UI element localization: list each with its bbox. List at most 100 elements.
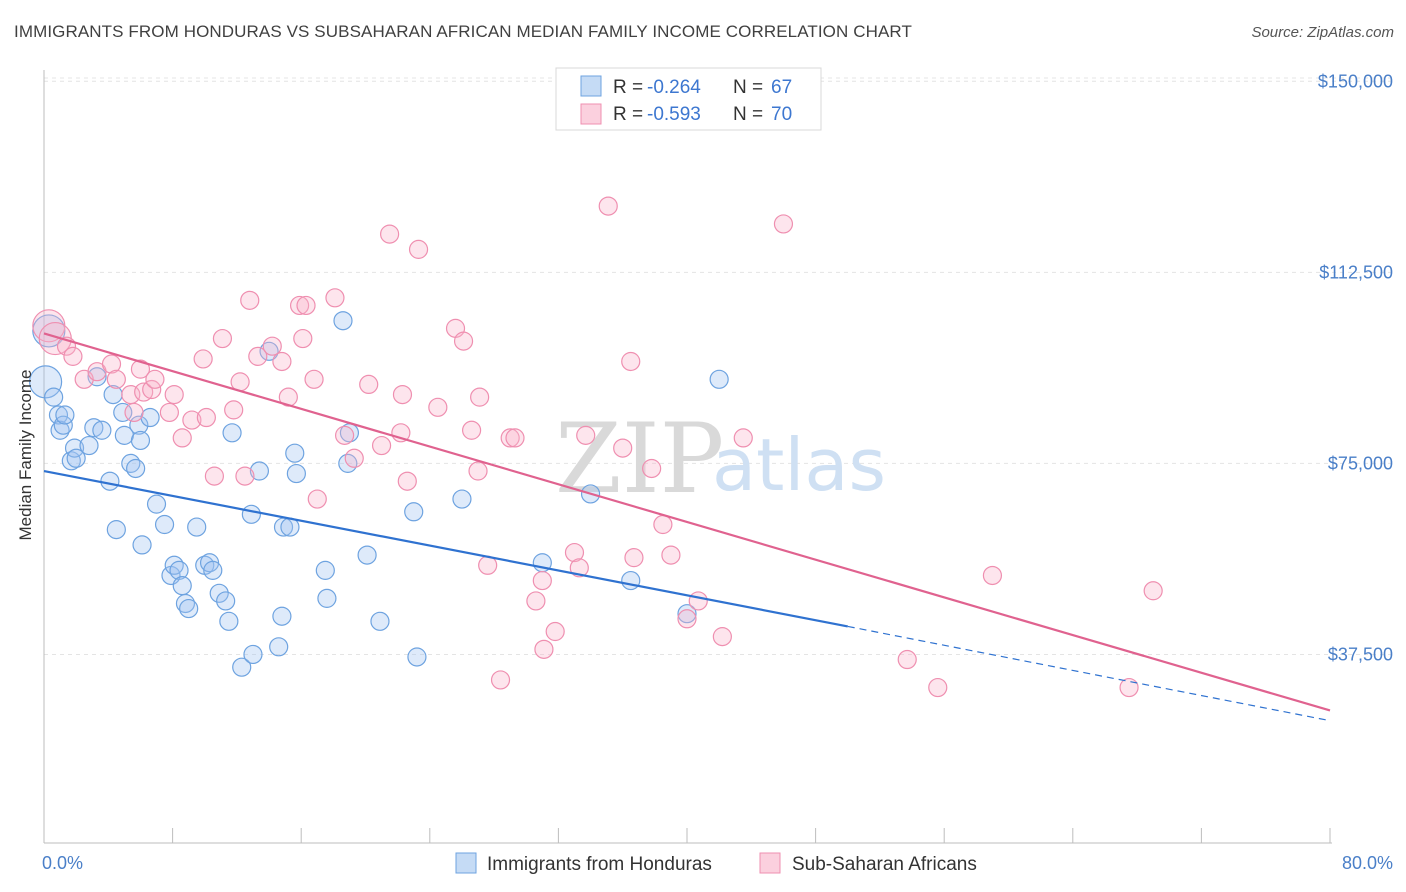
subsaharan-point-26	[248, 346, 268, 366]
honduras-point-4	[50, 420, 70, 440]
trend-honduras	[43, 469, 848, 628]
subsaharan-point-20	[204, 466, 224, 486]
legend-n-label-honduras: N =	[733, 77, 763, 98]
source-label: Source: ZipAtlas.com	[1251, 24, 1394, 41]
honduras-point-36	[203, 560, 223, 580]
legend-n-label-subsaharan: N =	[733, 104, 763, 125]
honduras-point-14	[100, 471, 120, 491]
subsaharan-point-67	[653, 514, 673, 535]
subsaharan-point-42	[392, 385, 413, 405]
trend-honduras-extension	[847, 625, 1331, 722]
y-tick-labels: $37,500 $75,000 $112,500 $150,000	[1318, 71, 1393, 664]
x-tick-label-max: 80.0%	[1342, 853, 1393, 873]
subsaharan-point-77	[1119, 677, 1139, 698]
honduras-point-33	[187, 517, 207, 537]
honduras-point-66	[709, 369, 729, 389]
subsaharan-point-38	[359, 374, 379, 395]
trend-lines	[43, 332, 1331, 722]
subsaharan-point-70	[688, 591, 708, 611]
subsaharan-point-47	[453, 331, 474, 351]
honduras-point-53	[317, 588, 337, 608]
honduras-point-21	[129, 415, 149, 435]
subsaharan-point-32	[296, 295, 316, 316]
subsaharan-point-30	[289, 295, 310, 316]
subsaharan-point-21	[212, 328, 233, 349]
subsaharan-point-49	[468, 461, 488, 481]
subsaharan-point-25	[240, 290, 260, 310]
subsaharan-point-33	[304, 369, 324, 389]
subsaharan-point-66	[642, 458, 662, 479]
honduras-point-60	[407, 647, 427, 667]
subsaharan-point-52	[490, 670, 511, 690]
honduras-point-2	[44, 387, 64, 407]
subsaharan-point-35	[325, 288, 345, 308]
honduras-point-61	[452, 489, 472, 509]
subsaharan-point-74	[897, 649, 917, 670]
honduras-point-22	[130, 430, 151, 451]
honduras-point-17	[113, 402, 133, 423]
subsaharan-point-72	[733, 428, 753, 448]
subsaharan-point-36	[335, 425, 355, 445]
subsaharan-point-55	[526, 591, 546, 611]
honduras-point-9	[66, 448, 86, 468]
subsaharan-point-62	[598, 196, 618, 216]
honduras-point-65	[677, 604, 697, 624]
honduras-point-42	[241, 504, 261, 524]
subsaharan-point-10	[130, 359, 151, 379]
subsaharan-point-3	[63, 346, 83, 366]
honduras-point-5	[53, 415, 73, 435]
honduras-point-44	[249, 461, 270, 481]
subsaharan-point-64	[621, 351, 641, 372]
honduras-point-46	[269, 637, 289, 657]
subsaharan-point-60	[569, 558, 589, 578]
subsaharan-point-39	[371, 435, 392, 456]
y-tick-label-3: $150,000	[1318, 71, 1393, 91]
honduras-point-8	[64, 438, 85, 458]
stats-legend: R = -0.264 N = 67 R = -0.593 N = 70	[555, 67, 822, 131]
honduras-point-55	[338, 453, 358, 473]
legend-r-subsaharan: -0.593	[647, 104, 701, 125]
subsaharan-point-53	[500, 428, 520, 448]
subsaharan-point-71	[712, 627, 732, 647]
subsaharan-point-78	[1143, 581, 1163, 601]
honduras-point-30	[172, 576, 192, 596]
honduras-point-54	[333, 311, 353, 331]
honduras-point-58	[370, 611, 390, 631]
legend-r-label-subsaharan: R =	[613, 104, 643, 125]
subsaharan-point-31	[293, 328, 313, 349]
honduras-point-10	[79, 435, 99, 456]
subsaharan-point-54	[505, 428, 525, 448]
subsaharan-point-9	[124, 402, 144, 423]
subsaharan-point-45	[428, 397, 448, 417]
subsaharan-point-43	[397, 471, 417, 491]
subsaharan-point-58	[545, 621, 565, 642]
honduras-point-59	[404, 502, 424, 522]
subsaharan-point-27	[262, 336, 282, 356]
honduras-point-50	[285, 443, 305, 463]
subsaharan-point-48	[461, 420, 482, 440]
subsaharan-point-63	[613, 438, 633, 458]
subsaharan-point-24	[235, 466, 255, 486]
subsaharan-point-50	[470, 387, 490, 407]
bottom-legend-label-honduras: Immigrants from Honduras	[487, 854, 712, 875]
subsaharan-point-37	[344, 448, 364, 468]
y-tick-label-0: $37,500	[1328, 644, 1393, 664]
honduras-point-25	[146, 494, 167, 514]
watermark: ZIP atlas	[555, 403, 886, 515]
chart-title: IMMIGRANTS FROM HONDURAS VS SUBSAHARAN A…	[14, 22, 912, 41]
subsaharan-point-22	[224, 400, 244, 420]
honduras-point-43	[243, 644, 263, 665]
honduras-point-32	[179, 598, 199, 619]
subsaharan-point-17	[182, 410, 202, 430]
subsaharan-point-76	[982, 565, 1003, 586]
honduras-point-40	[222, 423, 242, 443]
legend-r-label-honduras: R =	[613, 77, 643, 98]
subsaharan-point-13	[145, 369, 165, 389]
x-tick-label-min: 0.0%	[42, 853, 83, 873]
legend-n-honduras: 67	[771, 77, 792, 98]
subsaharan-point-15	[164, 385, 184, 405]
honduras-point-31	[175, 593, 196, 614]
honduras-point-29	[169, 560, 189, 580]
subsaharan-point-44	[408, 239, 429, 259]
